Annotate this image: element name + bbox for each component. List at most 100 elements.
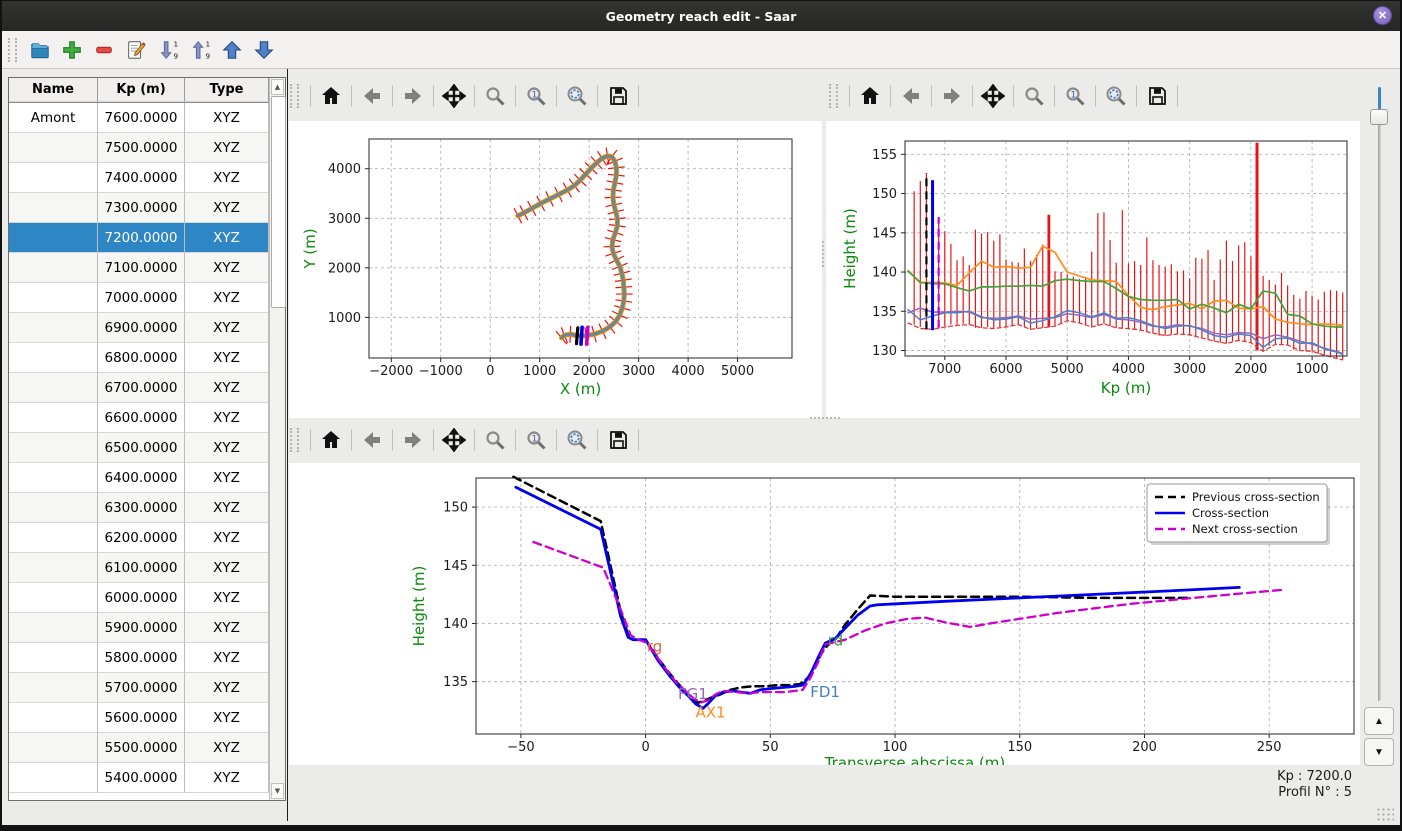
table-row[interactable]: 6300.0000 XYZ [9,493,269,523]
column-header-kp-m[interactable]: Kp (m) [98,78,185,102]
table-row[interactable]: 5900.0000 XYZ [9,613,269,643]
legend: Previous cross-section Cross-section Next … [1146,483,1328,543]
x-tick-label: −2000 [369,364,413,379]
table-row[interactable]: 6800.0000 XYZ [9,343,269,373]
zoom-one-icon: 1 [1066,87,1085,106]
longitudinal-profile-figure[interactable]: 7000 6000 5000 4000 3000 2000 1000 130 135 140 145… [826,121,1360,418]
horizontal-splitter[interactable] [810,417,840,423]
profile-type: XYZ [185,643,269,673]
column-header-name[interactable]: Name [9,78,98,102]
back-icon [903,88,919,104]
table-row[interactable]: 6700.0000 XYZ [9,373,269,403]
x-tick-label: 2000 [1234,362,1267,377]
slider-track[interactable] [1378,87,1381,701]
cross-section-figure[interactable]: −50 0 50 100 150 200 250135140145150Transverse… [289,463,1360,765]
table-row[interactable]: 7000.0000 XYZ [9,283,269,313]
table-row[interactable]: 6900.0000 XYZ [9,313,269,343]
toolbar-grip[interactable] [829,84,838,108]
save-button[interactable] [1144,83,1170,109]
table-scrollbar[interactable]: ▲ ▼ [269,78,286,800]
table-row[interactable]: 6100.0000 XYZ [9,553,269,583]
status-info: Kp : 7200.0 Profil N° : 5 [1277,769,1352,801]
profile-name [9,433,98,463]
forward-button[interactable] [939,83,965,109]
toolbar-grip[interactable] [290,84,299,108]
resize-grip[interactable] [1376,807,1394,823]
table-row[interactable]: 5800.0000 XYZ [9,643,269,673]
pan-button[interactable] [980,83,1006,109]
scroll-up-button[interactable]: ▲ [271,79,284,95]
remove-profile-button[interactable] [91,37,117,63]
x-tick-label: 2000 [573,364,606,379]
zoom-icon [486,87,505,106]
toolbar-separator [597,429,598,451]
x-tick-label: 5000 [721,364,754,379]
table-row[interactable]: 5600.0000 XYZ [9,703,269,733]
zoom-fit-button[interactable] [1103,83,1129,109]
back-button[interactable] [898,83,924,109]
toolbar-grip[interactable] [290,428,299,452]
move-up-button[interactable] [219,37,245,63]
zoom-original-button[interactable]: 1 [1062,83,1088,109]
profile-type: XYZ [185,553,269,583]
scroll-down-button[interactable]: ▼ [271,783,284,799]
profile-kp: 6000.0000 [98,583,185,613]
profile-name [9,373,98,403]
zoom-button[interactable] [482,427,508,453]
table-row[interactable]: 7500.0000 XYZ [9,133,269,163]
forward-button[interactable] [400,427,426,453]
table-row[interactable]: 6600.0000 XYZ [9,403,269,433]
home-button[interactable] [318,83,344,109]
table-row[interactable]: Amont 7600.0000 XYZ [9,103,269,133]
profile-type: XYZ [185,283,269,313]
scrollbar-thumb[interactable] [271,96,286,308]
table-row-selected[interactable]: 7200.0000 XYZ [9,223,269,253]
table-row[interactable]: 6200.0000 XYZ [9,523,269,553]
back-button[interactable] [359,427,385,453]
pan-button[interactable] [441,83,467,109]
forward-button[interactable] [400,83,426,109]
move-down-button[interactable] [251,37,277,63]
previous-profile-button[interactable]: ▲ [1364,707,1394,735]
home-button[interactable] [857,83,883,109]
profile-type: XYZ [185,133,269,163]
table-row[interactable]: 7300.0000 XYZ [9,193,269,223]
table-row[interactable]: 6400.0000 XYZ [9,463,269,493]
table-row[interactable]: 6500.0000 XYZ [9,433,269,463]
dock-separator [287,69,288,821]
edit-profile-button[interactable] [123,37,149,63]
profile-slider[interactable] [1368,87,1390,707]
toolbar-grip[interactable] [8,37,17,62]
column-header-type[interactable]: Type [185,78,269,102]
zoom-fit-button[interactable] [564,83,590,109]
home-button[interactable] [318,427,344,453]
table-row[interactable]: 7400.0000 XYZ [9,163,269,193]
profile-kp: 5400.0000 [98,763,185,793]
zoom-icon [486,431,505,450]
zoom-button[interactable] [482,83,508,109]
save-button[interactable] [605,83,631,109]
open-file-button[interactable] [27,37,53,63]
table-row[interactable]: 6000.0000 XYZ [9,583,269,613]
add-profile-button[interactable] [59,37,85,63]
table-row[interactable]: 5400.0000 XYZ [9,763,269,793]
pan-button[interactable] [441,427,467,453]
plan-view-figure[interactable]: −2000 −1000 0 1000 2000 3000 4000 5000 1000 2000 3… [289,121,822,418]
zoom-button[interactable] [1021,83,1047,109]
zoom-fit-button[interactable] [564,427,590,453]
back-button[interactable] [359,83,385,109]
zoom-original-button[interactable]: 1 [523,427,549,453]
save-button[interactable] [605,427,631,453]
table-row[interactable]: 5500.0000 XYZ [9,733,269,763]
next-profile-button[interactable]: ▼ [1364,738,1394,766]
zoom-original-button[interactable]: 1 [523,83,549,109]
table-row[interactable]: 5700.0000 XYZ [9,673,269,703]
profile-kp: 6400.0000 [98,463,185,493]
slider-handle[interactable] [1370,109,1388,125]
profiles-table-panel: Name Kp (m) Type Amont 7600.0000 XYZ 7500.0000… [8,77,286,801]
close-button[interactable]: ✕ [1373,6,1392,25]
vertical-splitter[interactable] [822,241,828,267]
table-row[interactable]: 7100.0000 XYZ [9,253,269,283]
